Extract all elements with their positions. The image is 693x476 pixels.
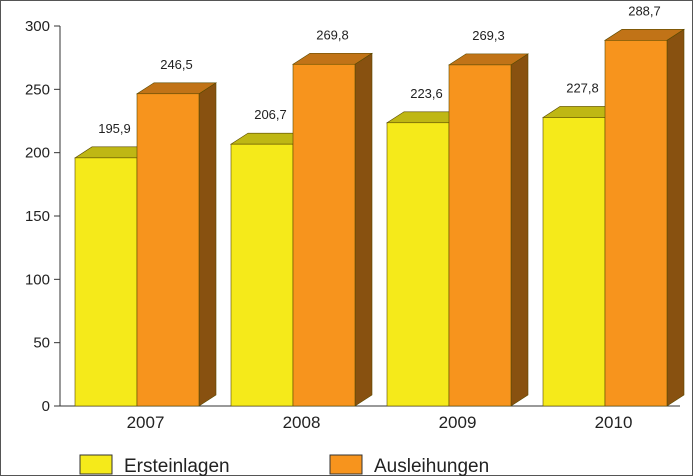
y-tick-label: 250 bbox=[25, 81, 50, 98]
bar-side bbox=[198, 82, 217, 407]
x-tick-label: 2008 bbox=[283, 413, 321, 432]
bar bbox=[230, 143, 294, 407]
y-tick-label: 50 bbox=[33, 335, 50, 352]
bar bbox=[542, 117, 606, 407]
x-tick-label: 2007 bbox=[127, 413, 165, 432]
data-label: 246,5 bbox=[160, 57, 193, 72]
x-tick-label: 2010 bbox=[595, 413, 633, 432]
data-label: 195,9 bbox=[98, 121, 131, 136]
data-label: 223,6 bbox=[410, 86, 443, 101]
bar-side bbox=[354, 52, 373, 407]
data-label: 269,8 bbox=[316, 27, 349, 42]
bar bbox=[604, 40, 668, 407]
y-tick-label: 150 bbox=[25, 208, 50, 225]
bar bbox=[74, 157, 138, 407]
bar-side bbox=[666, 28, 685, 407]
data-label: 288,7 bbox=[628, 3, 661, 18]
y-tick-label: 200 bbox=[25, 145, 50, 162]
data-label: 206,7 bbox=[254, 107, 287, 122]
y-tick-label: 300 bbox=[25, 18, 50, 35]
bar bbox=[386, 122, 450, 407]
bar bbox=[292, 63, 356, 407]
legend-label: Ausleihungen bbox=[374, 456, 489, 476]
data-label: 269,3 bbox=[472, 28, 505, 43]
data-label: 227,8 bbox=[566, 80, 599, 95]
bar bbox=[448, 64, 512, 407]
y-tick-label: 0 bbox=[42, 398, 50, 415]
bar bbox=[136, 93, 200, 407]
y-tick-label: 100 bbox=[25, 271, 50, 288]
legend-swatch bbox=[329, 454, 363, 475]
bar-side bbox=[510, 53, 529, 407]
legend-swatch bbox=[79, 454, 113, 475]
legend-label: Ersteinlagen bbox=[124, 456, 230, 476]
x-tick-label: 2009 bbox=[439, 413, 477, 432]
